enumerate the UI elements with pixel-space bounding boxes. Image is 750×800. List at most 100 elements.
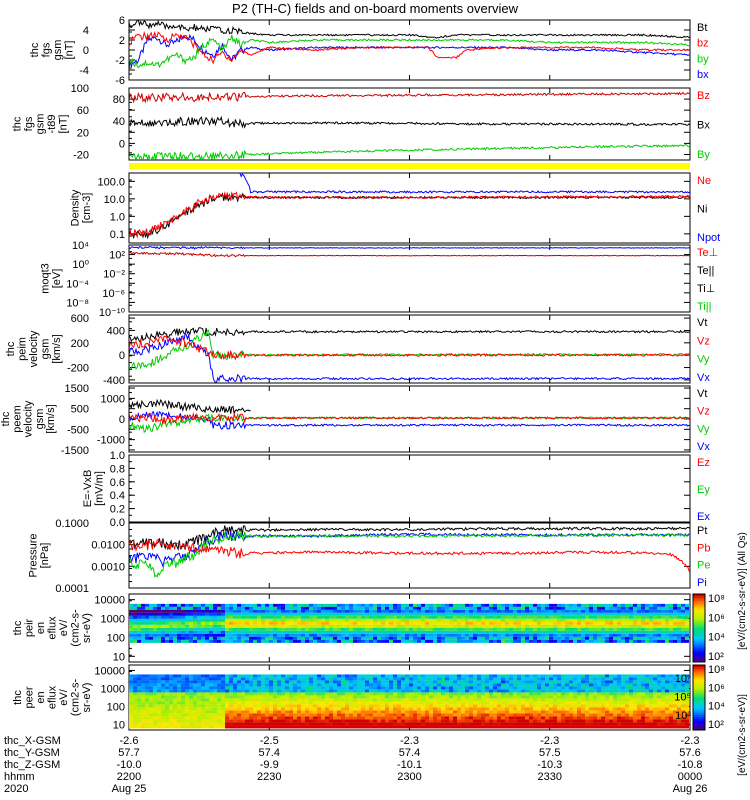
spectrogram-cell xyxy=(177,680,181,684)
spectrogram-cell xyxy=(569,704,573,708)
spectrogram-cell xyxy=(453,603,457,607)
spectrogram-cell xyxy=(589,713,593,717)
spectrogram-cell xyxy=(433,686,437,690)
colorbar-segment xyxy=(693,648,705,652)
spectrogram-cell xyxy=(465,707,469,711)
spectrogram-cell xyxy=(581,633,585,637)
spectrogram-cell xyxy=(221,621,225,625)
spectrogram-cell xyxy=(249,677,253,681)
spectrogram-cell xyxy=(249,603,253,607)
colorbar-segment xyxy=(693,669,705,672)
spectrogram-cell xyxy=(345,639,349,643)
y-axis-label: moqt3[eV] xyxy=(40,263,64,294)
spectrogram-cell xyxy=(545,692,549,696)
spectrogram-cell xyxy=(213,639,217,643)
spectrogram-cell xyxy=(605,689,609,693)
spectrogram-cell xyxy=(293,627,297,631)
spectrogram-cell xyxy=(565,719,569,723)
spectrogram-cell xyxy=(245,716,249,720)
spectrogram-cell xyxy=(649,621,653,625)
spectrogram-cell xyxy=(613,612,617,616)
spectrogram-cell xyxy=(185,701,189,705)
spectrogram-cell xyxy=(401,719,405,723)
spectrogram-cell xyxy=(257,692,261,696)
y-tick-label: -20 xyxy=(73,149,89,161)
colorbar-frame xyxy=(692,664,706,731)
spectrogram-cell xyxy=(269,636,273,640)
spectrogram-panel-0: 10000100010010thcpeirenefluxeV/(cm2-s-sr… xyxy=(12,532,748,663)
spectrogram-cell xyxy=(141,689,145,693)
spectrogram-cell xyxy=(409,689,413,693)
spectrogram-cell xyxy=(265,633,269,637)
spectrogram-cell xyxy=(133,725,137,729)
spectrogram-cell xyxy=(193,624,197,628)
spectrogram-cell xyxy=(497,677,501,681)
spectrogram-cell xyxy=(505,716,509,720)
spectrogram-cell xyxy=(425,627,429,631)
spectrogram-cell xyxy=(541,719,545,723)
spectrogram-cell xyxy=(301,606,305,610)
spectrogram-cell xyxy=(497,710,501,714)
spectrogram-cell xyxy=(209,636,213,640)
spectrogram-cell xyxy=(497,624,501,628)
colorbar-segment xyxy=(693,725,705,729)
spectrogram-cell xyxy=(613,674,617,678)
spectrogram-cell xyxy=(317,615,321,619)
spectrogram-cell xyxy=(353,680,357,684)
spectrogram-cell xyxy=(501,612,505,616)
spectrogram-cell xyxy=(537,683,541,687)
spectrogram-cell xyxy=(513,636,517,640)
spectrogram-cell xyxy=(297,725,301,729)
spectrogram-cell xyxy=(589,680,593,684)
spectrogram-cell xyxy=(393,606,397,610)
spectrogram-cell xyxy=(545,680,549,684)
legend-label: Ez xyxy=(697,457,710,469)
spectrogram-cell xyxy=(473,627,477,631)
spectrogram-cell xyxy=(397,695,401,699)
spectrogram-cell xyxy=(569,630,573,634)
spectrogram-cell xyxy=(641,624,645,628)
spectrogram-cell xyxy=(421,624,425,628)
spectrogram-cell xyxy=(245,674,249,678)
spectrogram-cell xyxy=(393,695,397,699)
spectrogram-cell xyxy=(249,639,253,643)
spectrogram-cell xyxy=(237,716,241,720)
spectrogram-cell xyxy=(197,630,201,634)
spectrogram-cell xyxy=(505,677,509,681)
y-tick-label: 0.8 xyxy=(110,463,125,475)
spectrogram-cell xyxy=(273,704,277,708)
spectrogram-cell xyxy=(493,609,497,613)
spectrogram-cell xyxy=(177,704,181,708)
spectrogram-cell xyxy=(657,713,661,717)
spectrogram-cell xyxy=(661,713,665,717)
spectrogram-cell xyxy=(317,725,321,729)
spectrogram-cell xyxy=(269,698,273,702)
spectrogram-cell xyxy=(233,633,237,637)
spectrogram-cell xyxy=(349,701,353,705)
spectrogram-cell xyxy=(621,695,625,699)
spectrogram-cell xyxy=(289,689,293,693)
spectrogram-cell xyxy=(481,615,485,619)
spectrogram-cell xyxy=(341,713,345,717)
spectrogram-cell xyxy=(417,713,421,717)
spectrogram-cell xyxy=(541,686,545,690)
spectrogram-cell xyxy=(445,624,449,628)
spectrogram-cell xyxy=(501,686,505,690)
spectrogram-cell xyxy=(385,618,389,622)
spectrogram-cell xyxy=(469,680,473,684)
spectrogram-cell xyxy=(629,615,633,619)
spectrogram-cell xyxy=(625,612,629,616)
spectrogram-cell xyxy=(433,633,437,637)
spectrogram-cell xyxy=(653,716,657,720)
y-axis-label-line: eflux xyxy=(47,685,59,709)
spectrogram-cell xyxy=(649,627,653,631)
spectrogram-cell xyxy=(661,639,665,643)
spectrogram-cell xyxy=(525,716,529,720)
spectrogram-cell xyxy=(381,677,385,681)
spectrogram-cell xyxy=(449,722,453,726)
spectrogram-cell xyxy=(357,639,361,643)
spectrogram-cell xyxy=(637,710,641,714)
spectrogram-cell xyxy=(297,630,301,634)
spectrogram-cell xyxy=(221,701,225,705)
spectrogram-cell xyxy=(349,630,353,634)
